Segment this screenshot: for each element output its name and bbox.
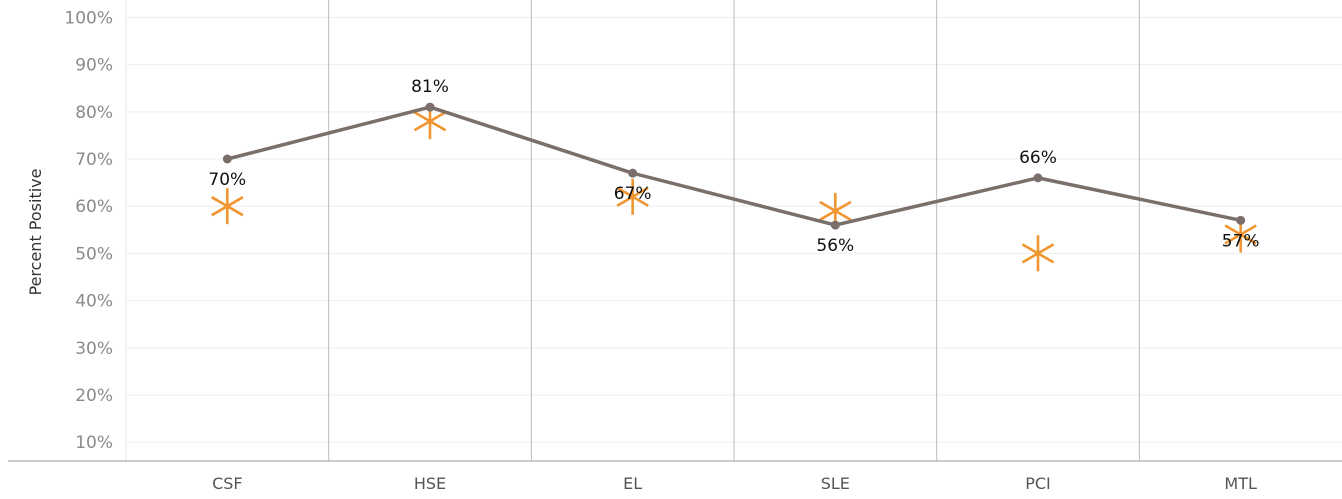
series-point [1236,215,1246,225]
y-tick-label: 90% [75,56,113,76]
benchmark-marker [1021,235,1055,272]
series-point [628,168,638,178]
benchmark-marker [211,188,244,225]
x-tick-label: HSE [414,474,446,493]
y-tick-label: 100% [64,8,113,28]
series-point [1033,173,1043,183]
y-tick-label: 60% [75,197,113,217]
series-point [425,102,435,112]
category-dividers [328,0,1140,461]
data-label: 57% [1222,231,1260,251]
series-line [226,105,1242,227]
x-tick-label: EL [623,474,642,493]
data-label: 56% [816,236,854,256]
x-tick-label: MTL [1224,474,1257,493]
y-tick-label: 50% [75,244,113,264]
data-label: 67% [614,184,652,204]
y-tick-label: 30% [75,339,113,359]
y-tick-label: 70% [75,150,113,170]
data-label: 66% [1019,148,1057,168]
x-tick-label: SLE [821,474,850,493]
x-tick-label: CSF [212,474,243,493]
data-label: 70% [208,170,246,190]
x-tick-label: PCI [1025,474,1051,493]
series [211,102,1257,272]
y-tick-label: 10% [75,433,113,453]
axes: 10% 20% 30% 40% 50% 60% 70% 80% 90% 100% CSF HSE EL S… [8,0,1342,493]
y-axis-title: Percent Positive [26,169,45,296]
data-label: 81% [411,77,449,97]
series-point [222,154,232,164]
data-labels: 70% 81% 67% 56% 66% 57% [208,77,1259,256]
y-tick-label: 20% [75,386,113,406]
series-point [830,220,840,230]
y-tick-label: 40% [75,292,113,312]
y-tick-label: 80% [75,103,113,123]
benchmark-marker [616,178,649,215]
